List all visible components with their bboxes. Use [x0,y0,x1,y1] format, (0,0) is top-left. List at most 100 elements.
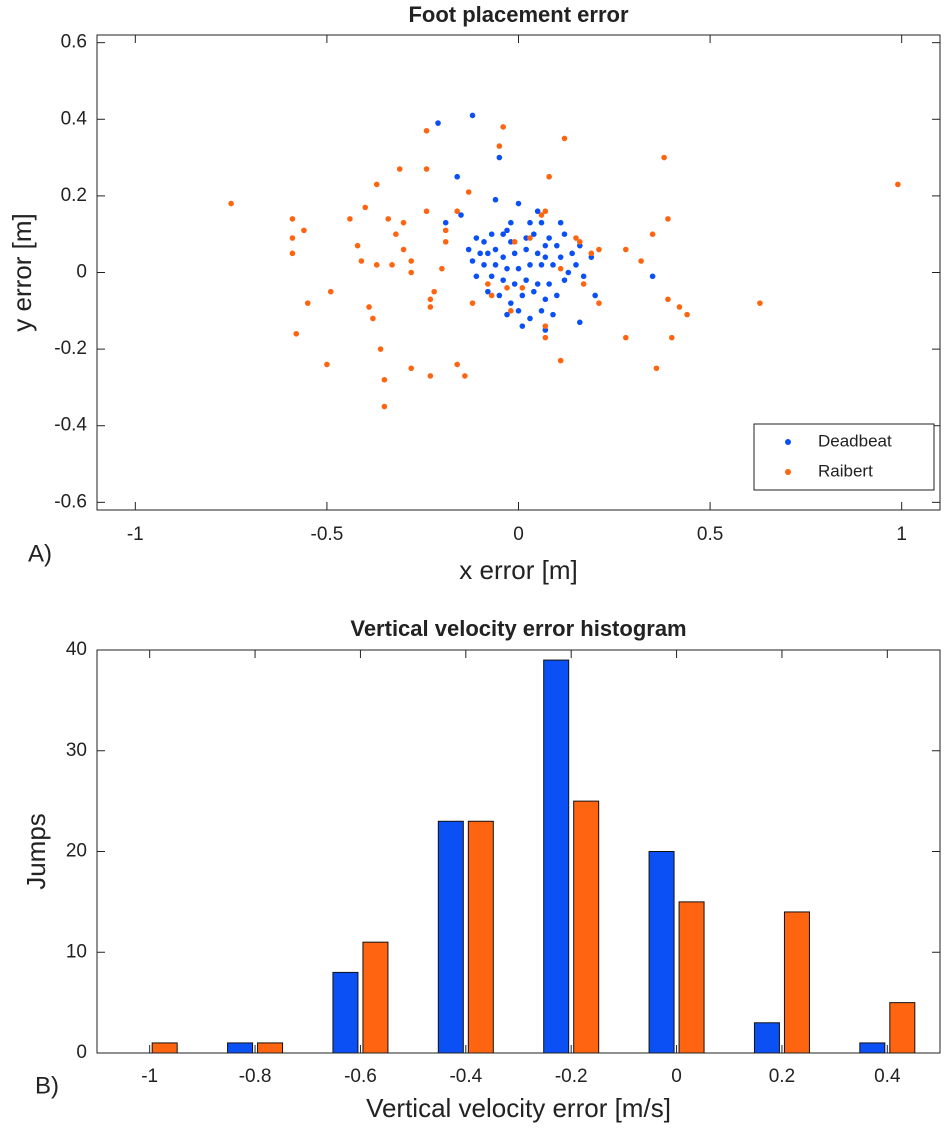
x-tick-label: -0.2 [555,1066,588,1087]
x-tick-label: 0.4 [874,1066,901,1087]
scatter-point [542,334,549,341]
scatter-point [895,181,901,188]
scatter-point [580,273,587,280]
y-tick-label: 40 [66,639,87,660]
scatter-point [496,154,503,161]
scatter-point [373,181,380,188]
scatter-point [324,361,330,368]
scatter-point [327,288,334,295]
scatter-point [757,300,763,306]
scatter-point [538,212,545,218]
scatter-point [289,235,296,241]
scatter-point [638,258,644,264]
scatter-point [400,246,407,253]
scatter-point [557,254,564,260]
scatter-point [289,250,296,257]
bar [543,659,570,1054]
scatter-point [370,315,376,322]
scatter-point [557,265,564,272]
scatter-point [519,285,526,291]
scatter-point [481,239,487,245]
bar [257,1042,284,1054]
scatter-point [465,246,472,253]
scatter-point [500,254,506,260]
scatter-point [500,231,506,237]
scatter-point [527,315,533,322]
scatter-point [622,246,629,253]
scatter-point [684,311,690,318]
scatter-point [408,365,415,372]
x-tick-label: -0.5 [311,524,344,545]
scatter-point [542,254,549,260]
scatter-point [393,231,399,237]
scatter-point [573,262,579,268]
scatter-point [442,227,449,234]
scatter-point [588,254,595,260]
scatter-point [508,219,514,226]
scatter-point [550,262,556,268]
scatter-point [492,196,499,203]
legend-box [753,423,935,491]
bar [753,1022,780,1054]
scatter-point [557,357,564,364]
scatter-point [561,135,568,142]
scatter-point [534,281,541,287]
bar [467,820,494,1054]
scatter-point [289,216,296,222]
x-tick-label: 0 [513,524,524,545]
scatter-point [527,262,533,268]
scatter-point [347,216,353,222]
scatter-point [592,292,598,299]
scatter-point [538,262,545,268]
scatter-point [653,365,660,372]
scatter-point [534,250,541,257]
scatter-point [389,262,395,268]
axes-box [96,649,941,1054]
scatter-point [454,361,460,368]
scatter-point [504,311,510,318]
scatter-point [534,208,541,215]
y-tick-label: 0.4 [61,108,88,129]
scatter-point [531,288,537,295]
scatter-point [523,235,529,241]
y-tick-label: 0.2 [61,185,87,206]
scatter-point [577,319,583,326]
scatter-point [488,231,495,237]
scatter-point [492,262,499,268]
scatter-point [519,292,526,299]
x-tick-label: -0.8 [239,1066,272,1087]
y-tick-label: 0 [76,1042,87,1063]
x-tick-label: -1 [141,1066,158,1087]
scatter-point [511,250,518,257]
legend-label: Deadbeat [818,431,892,450]
scatter-point [423,166,430,172]
scatter-point [542,296,549,303]
scatter-point [427,304,434,310]
scatter-point [565,269,572,276]
scatter-point [542,242,549,249]
scatter-point [454,208,460,215]
scatter-point [588,250,595,257]
scatter-point [668,334,675,341]
scatter-point [485,281,491,287]
x-tick-label: 0 [671,1066,682,1087]
scatter-point [511,239,518,245]
scatter-point [485,288,491,295]
scatter-point [469,300,476,306]
scatter-point [508,239,514,245]
scatter-point [577,239,583,245]
scatter-point [557,219,564,226]
x-tick-label: 0.5 [697,524,723,545]
y-tick-label: 20 [66,841,87,862]
y-tick-label: -0.6 [54,491,87,512]
bar [678,901,705,1054]
scatter-point [546,173,552,180]
scatter-point [228,200,234,207]
scatter-point [477,250,483,257]
scatter-point [396,166,403,172]
scatter-point [473,273,480,280]
scatter-point [554,242,560,249]
scatter-point [469,112,476,119]
scatter-point [596,246,602,253]
scatter-point [496,292,503,299]
